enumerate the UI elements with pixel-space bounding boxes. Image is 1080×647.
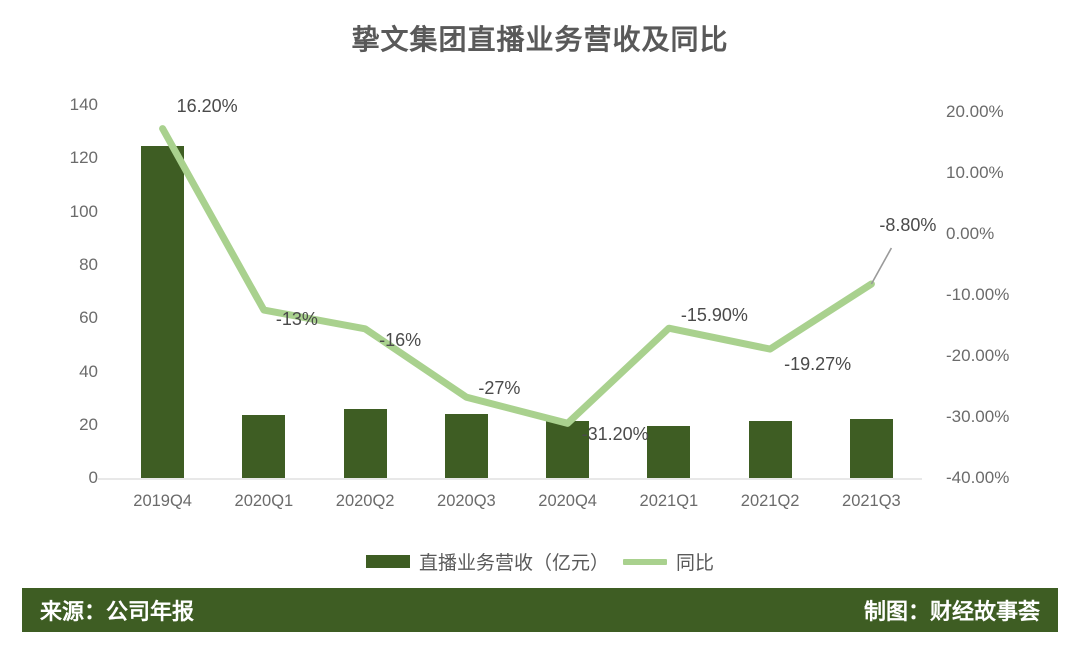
x-axis-label: 2021Q3	[842, 492, 901, 510]
right-axis-tick: -10.00%	[946, 285, 1010, 304]
line-data-label: -15.90%	[680, 305, 748, 326]
legend-swatch-bar-icon	[365, 555, 410, 568]
legend-item-line[interactable]: 同比	[623, 548, 714, 575]
x-axis-label: 2019Q4	[133, 492, 192, 510]
line-data-label: -16%	[379, 329, 422, 350]
line-data-label: 16.20%	[176, 95, 238, 116]
bar[interactable]	[444, 414, 488, 478]
line-data-label: -19.27%	[784, 354, 852, 375]
legend-label-line: 同比	[676, 552, 715, 574]
right-axis-tick: -40.00%	[946, 468, 1010, 487]
line-data-label: -8.80%	[879, 215, 937, 236]
x-axis-label: 2021Q1	[639, 492, 699, 510]
left-axis-tick: 80	[79, 255, 98, 274]
x-axis-line	[98, 478, 922, 480]
x-axis-label: 2020Q2	[335, 492, 395, 510]
right-axis-tick: 0.00%	[946, 224, 995, 243]
bar[interactable]	[748, 420, 792, 478]
line-data-label: -31.20%	[581, 424, 649, 445]
chart-title: 挚文集团直播业务营收及同比	[351, 23, 729, 56]
x-axis-label: 2020Q4	[538, 492, 597, 510]
left-axis-tick: 140	[69, 95, 98, 114]
right-axis-tick: -20.00%	[946, 346, 1010, 365]
left-axis-tick: 0	[88, 468, 98, 487]
left-axis-tick: 40	[79, 362, 98, 381]
footer-credit: 制图：财经故事荟	[863, 600, 1040, 625]
line-data-label: -13%	[275, 309, 318, 330]
right-axis-tick: 10.00%	[946, 163, 1004, 182]
bar[interactable]	[343, 408, 387, 478]
line-data-label: -27%	[478, 378, 521, 399]
bar[interactable]	[141, 146, 185, 478]
bar[interactable]	[647, 426, 691, 478]
left-axis-tick: 120	[69, 148, 98, 167]
footer-bar: 来源：公司年报 制图：财经故事荟	[22, 588, 1058, 632]
footer-source: 来源：公司年报	[40, 600, 195, 625]
left-axis-tick: 100	[69, 202, 98, 221]
legend-item-bar[interactable]: 直播业务营收（亿元）	[365, 548, 609, 575]
left-axis-tick: 20	[79, 415, 98, 434]
right-axis-tick: 20.00%	[946, 102, 1004, 121]
plot-area	[98, 105, 922, 480]
left-axis-tick: 60	[79, 308, 98, 327]
bar[interactable]	[242, 415, 286, 478]
right-axis-tick: -30.00%	[946, 407, 1010, 426]
bar[interactable]	[546, 420, 590, 478]
x-axis-label: 2020Q1	[234, 492, 294, 510]
legend-swatch-line-icon	[623, 558, 667, 565]
x-axis-label: 2020Q3	[437, 492, 496, 510]
chart-legend: 直播业务营收（亿元） 同比	[0, 548, 1080, 575]
legend-label-bar: 直播业务营收（亿元）	[418, 552, 609, 574]
x-axis-label: 2021Q2	[740, 492, 800, 510]
bar[interactable]	[849, 419, 893, 478]
